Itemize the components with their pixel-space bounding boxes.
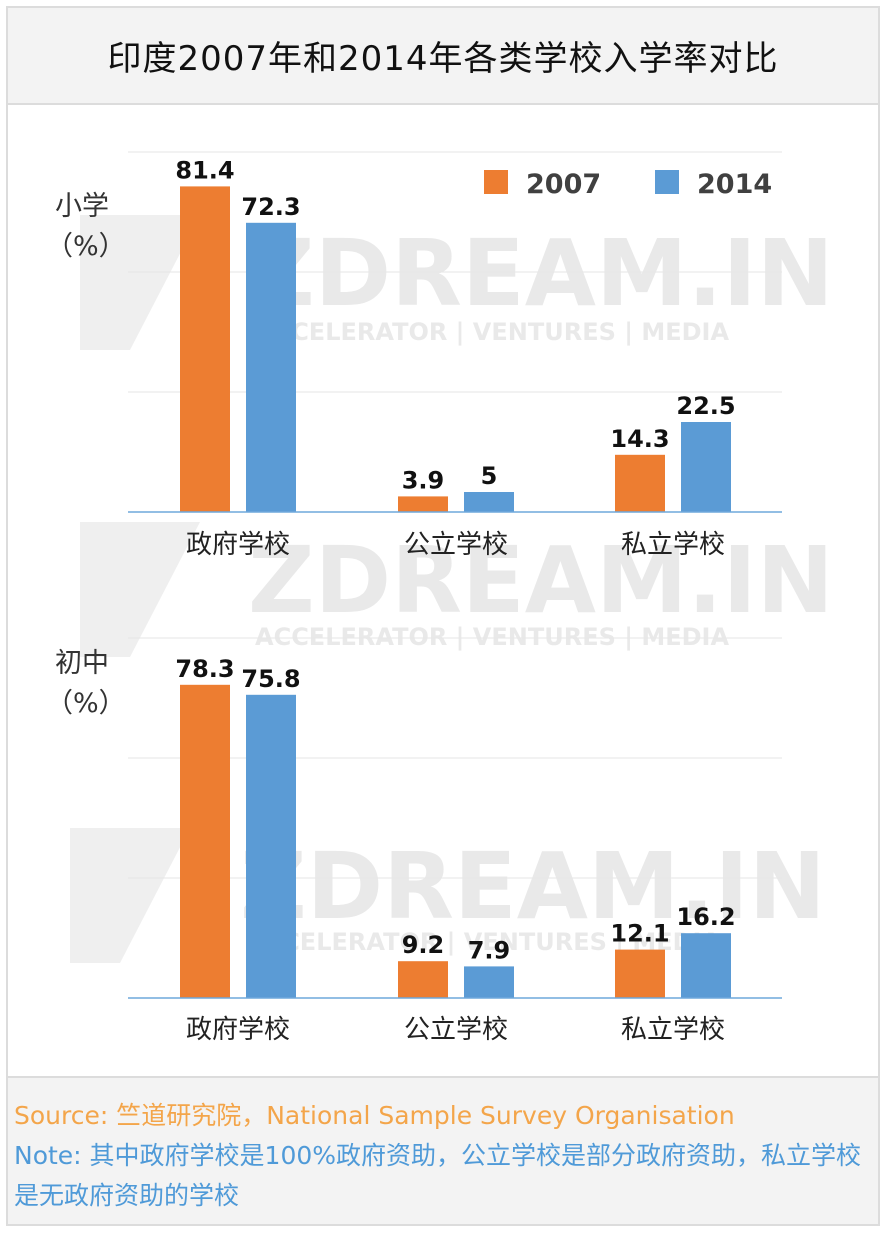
y-axis-label: 小学 xyxy=(55,191,109,222)
watermark-2: ZDREAM.IN ACCELERATOR | VENTURES | MEDIA xyxy=(80,522,834,657)
category-labels: 政府学校 公立学校 私立学校 xyxy=(186,1015,725,1045)
bar-2007-2 xyxy=(398,961,448,998)
legend-label-2007: 2007 xyxy=(526,169,601,200)
legend-label-2014: 2014 xyxy=(697,169,772,200)
middle-school-chart: 78.3 75.8 9.2 7.9 12.116.2 政府学校 公立学校 私立学校 初中 （… xyxy=(46,637,782,1045)
gridlines xyxy=(128,151,782,393)
bar-2007-3 xyxy=(615,949,665,998)
bars xyxy=(180,186,731,513)
category-labels: 政府学校 公立学校 私立学校 xyxy=(186,530,725,560)
bar-2007-2 xyxy=(398,496,448,512)
bar-2014-3 xyxy=(681,422,731,512)
footer: Source: 竺道研究院，National Sample Survey Org… xyxy=(8,1076,878,1224)
source-text: Source: 竺道研究院，National Sample Survey Org… xyxy=(14,1101,735,1130)
bar-2007-3 xyxy=(615,454,665,512)
category-label: 政府学校 xyxy=(186,1015,290,1045)
bar-2014-2 xyxy=(464,966,514,998)
y-axis-unit: （%） xyxy=(46,688,126,719)
data-label: 16.2 xyxy=(676,903,735,931)
watermark-1: ZDREAM.IN ACCELERATOR | VENTURES | MEDIA xyxy=(80,215,834,350)
bar-2007-1 xyxy=(180,684,230,998)
chart-title: 印度2007年和2014年各类学校入学率对比 xyxy=(107,39,779,79)
category-label: 私立学校 xyxy=(621,530,725,560)
y-axis-unit: （%） xyxy=(46,231,126,262)
data-label: 72.3 xyxy=(241,193,300,221)
chart-frame xyxy=(6,6,880,1226)
bar-2014-1 xyxy=(246,222,296,513)
data-labels: 78.3 75.8 9.2 7.9 12.116.2 xyxy=(175,655,735,965)
note-text: Note: 其中政府学校是100%政府资助，公立学校是部分政府资助，私立学校是无… xyxy=(14,1141,862,1210)
data-label: 78.3 xyxy=(175,655,234,683)
data-label: 12.1 xyxy=(610,920,669,948)
data-label: 14.3 xyxy=(610,425,669,453)
bar-2014-3 xyxy=(681,933,731,998)
bar-2014-2 xyxy=(464,492,514,512)
title-bar: 印度2007年和2014年各类学校入学率对比 xyxy=(8,8,878,105)
watermark-brand-text: ZDREAM.IN xyxy=(240,833,826,940)
legend-swatch-2007 xyxy=(484,170,508,194)
legend: 2007 2014 xyxy=(484,169,772,200)
bar-2014-1 xyxy=(246,694,296,998)
watermark-brand-text: ZDREAM.IN xyxy=(248,220,834,327)
category-label: 政府学校 xyxy=(186,530,290,560)
data-labels: 81.472.3 3.9 5 14.322.5 xyxy=(175,156,735,494)
data-label: 9.2 xyxy=(402,931,445,959)
bar-2007-1 xyxy=(180,186,230,512)
data-label: 75.8 xyxy=(241,665,300,693)
y-axis-label: 初中 xyxy=(55,648,109,679)
legend-swatch-2014 xyxy=(655,170,679,194)
watermark-brand-text: ZDREAM.IN xyxy=(248,527,834,634)
data-label: 7.9 xyxy=(468,936,511,964)
watermark-3: ZDREAM.IN ACCELERATOR | VENTURES | MEDIA xyxy=(70,828,826,963)
watermark-tagline-text: ACCELERATOR | VENTURES | MEDIA xyxy=(255,623,729,651)
watermark-tagline-text: ACCELERATOR | VENTURES | MEDIA xyxy=(255,318,729,346)
gridlines xyxy=(128,637,782,879)
category-label: 公立学校 xyxy=(404,1015,508,1045)
category-label: 私立学校 xyxy=(621,1015,725,1045)
category-label: 公立学校 xyxy=(404,530,508,560)
primary-school-chart: 81.472.3 3.9 5 14.322.5 政府学校 公立学校 私立学校 小学 （%）… xyxy=(46,151,782,560)
bars xyxy=(180,684,731,998)
data-label: 5 xyxy=(481,462,498,490)
data-label: 3.9 xyxy=(402,466,445,494)
data-label: 81.4 xyxy=(175,156,234,184)
data-label: 22.5 xyxy=(676,392,735,420)
